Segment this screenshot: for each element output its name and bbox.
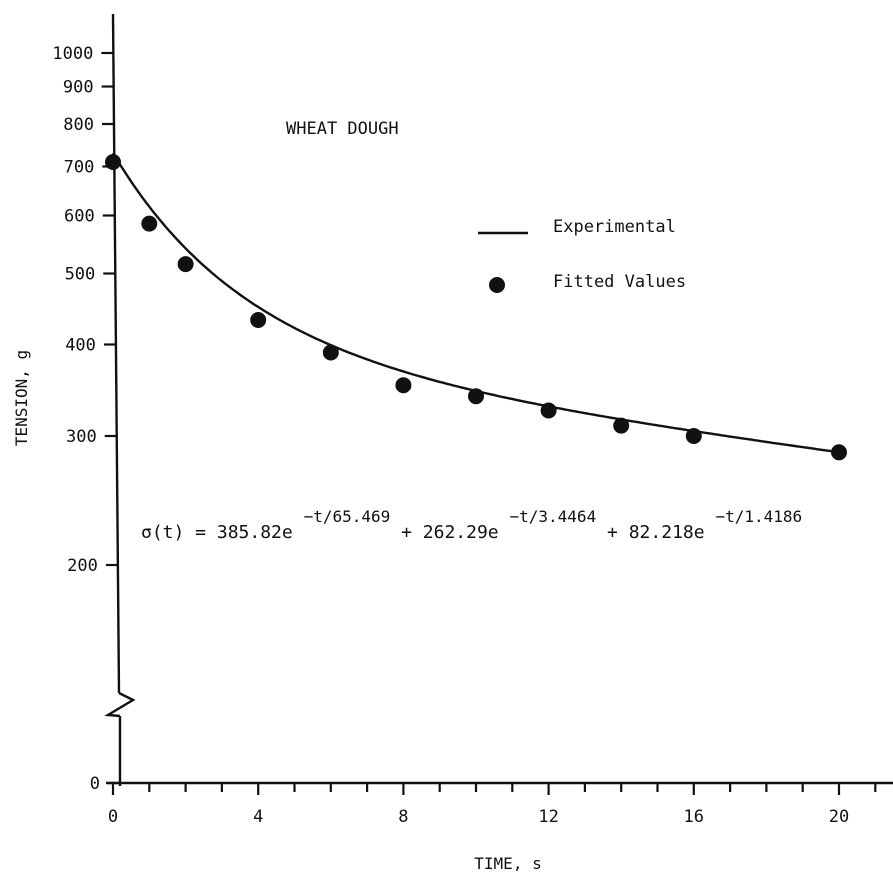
equation-exponent-2: −t/3.4464 [510, 507, 597, 526]
x-ticks: 0 4 8 12 16 20 [108, 783, 877, 827]
y-axis-title: TENSION, g [12, 350, 31, 446]
equation-term-2: + 262.29e [401, 522, 499, 543]
x-tick-label: 8 [398, 807, 408, 827]
fitted-value-point [105, 154, 121, 170]
equation-exponent-1: −t/65.469 [304, 507, 391, 526]
chart-title: WHEAT DOUGH [286, 119, 399, 139]
x-tick-label: 4 [253, 807, 263, 827]
legend-label-experimental: Experimental [553, 217, 676, 237]
y-ticks: 1000 900 800 700 600 500 400 300 200 0 [52, 44, 120, 794]
y-tick-label: 800 [63, 115, 94, 135]
fitted-value-point [468, 388, 484, 405]
y-tick-label: 1000 [52, 44, 93, 64]
series-fitted-values [105, 154, 847, 461]
legend-label-fitted: Fitted Values [553, 272, 686, 292]
y-tick-label: 900 [63, 78, 94, 98]
equation-exponent-3: −t/1.4186 [715, 507, 802, 526]
y-tick-label: 600 [64, 207, 95, 227]
equation-annotation: σ(t) = 385.82e −t/65.469 + 262.29e −t/3.… [141, 506, 802, 543]
x-tick-label: 0 [108, 807, 118, 827]
y-tick-label: 200 [67, 556, 98, 576]
y-tick-label: 300 [66, 427, 97, 447]
series-experimental-line [111, 152, 847, 455]
equation-term-3: + 82.218e [607, 522, 705, 543]
y-tick-label: 400 [65, 335, 96, 355]
legend-dot-marker [489, 277, 505, 293]
y-tick-label: 0 [90, 774, 100, 794]
fitted-value-point [613, 417, 630, 434]
x-tick-label: 20 [829, 807, 849, 827]
fitted-value-point [250, 312, 267, 328]
y-axis-upper [111, 13, 121, 694]
y-tick-label: 700 [64, 157, 95, 177]
y-tick-label: 500 [65, 265, 96, 285]
fitted-value-point [322, 344, 339, 361]
legend: Experimental Fitted Values [478, 217, 686, 293]
x-tick-label: 16 [684, 807, 704, 827]
fitted-value-point [831, 444, 847, 461]
x-tick-label: 12 [538, 807, 558, 827]
equation-prefix: σ(t) = 385.82e [141, 522, 293, 543]
y-axis-break [104, 691, 136, 718]
fitted-value-point [540, 402, 557, 419]
fitted-value-point [177, 256, 194, 273]
axes [104, 13, 893, 786]
fitted-value-point [395, 377, 412, 394]
x-axis-title: TIME, s [474, 854, 541, 873]
fitted-value-point [141, 215, 158, 232]
fitted-value-point [685, 428, 702, 444]
